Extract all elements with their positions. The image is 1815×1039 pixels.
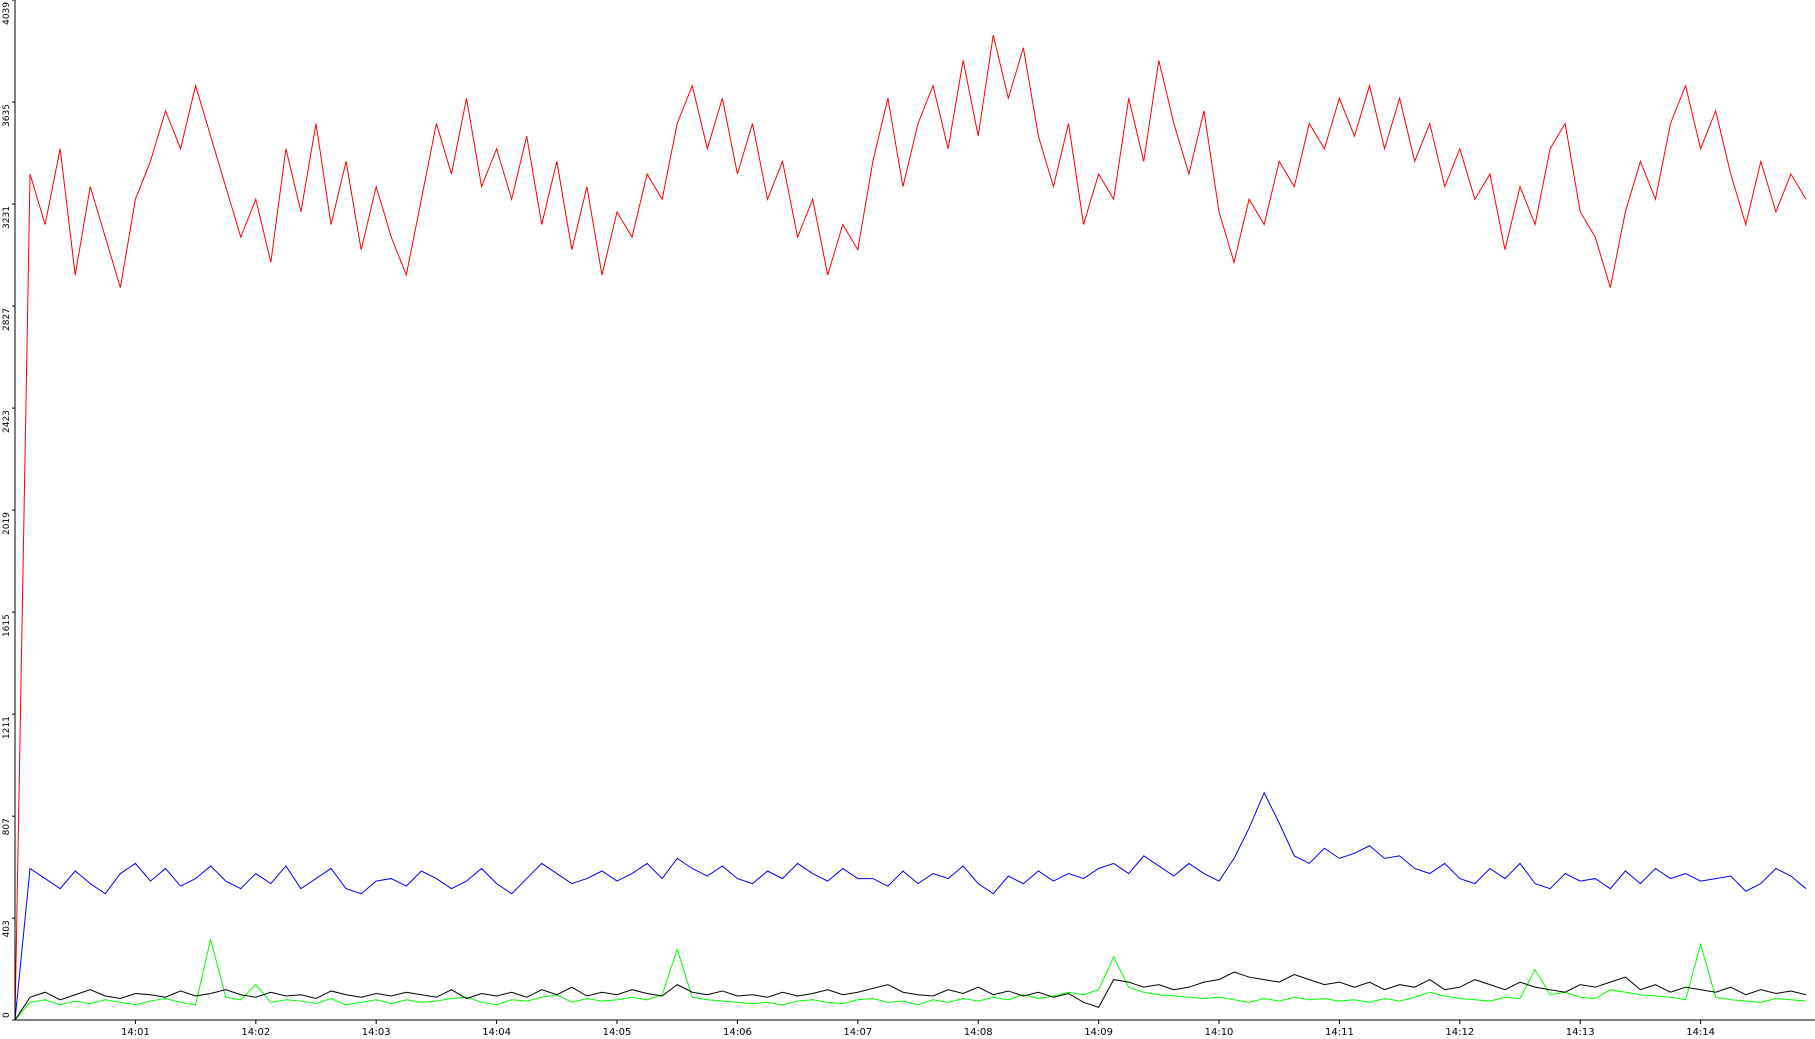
y-tick-label: 4039: [2, 2, 12, 25]
x-tick-label: 14:08: [964, 1027, 993, 1038]
x-tick-label: 14:07: [843, 1027, 872, 1038]
y-tick-label: 1211: [2, 716, 12, 739]
x-tick-label: 14:14: [1686, 1027, 1715, 1038]
y-tick-label: 3635: [2, 104, 12, 127]
x-tick-label: 14:09: [1084, 1027, 1113, 1038]
series-line: [14, 971, 1807, 1021]
x-tick-label: 14:12: [1445, 1027, 1474, 1038]
series-line: [14, 939, 1807, 1021]
x-tick-label: 14:11: [1325, 1027, 1354, 1038]
y-tick-label: 2827: [2, 308, 12, 331]
x-tick-label: 14:02: [241, 1027, 270, 1038]
y-tick-label: 403: [2, 920, 12, 937]
x-tick-label: 14:10: [1205, 1027, 1234, 1038]
y-tick-label: 2423: [2, 410, 12, 433]
series-line: [14, 34, 1807, 1021]
x-tick-label: 14:05: [603, 1027, 632, 1038]
x-tick-label: 14:01: [121, 1027, 150, 1038]
x-tick-label: 14:06: [723, 1027, 752, 1038]
x-tick-label: 14:03: [362, 1027, 391, 1038]
x-tick-label: 14:04: [482, 1027, 511, 1038]
y-tick-label: 1615: [2, 614, 12, 637]
y-tick-label: 807: [2, 818, 12, 835]
y-tick-label: 3231: [2, 206, 12, 229]
y-tick-label: 0: [2, 1012, 12, 1018]
series-line: [14, 791, 1807, 1021]
x-tick-label: 14:13: [1566, 1027, 1595, 1038]
y-tick-label: 2019: [2, 512, 12, 535]
